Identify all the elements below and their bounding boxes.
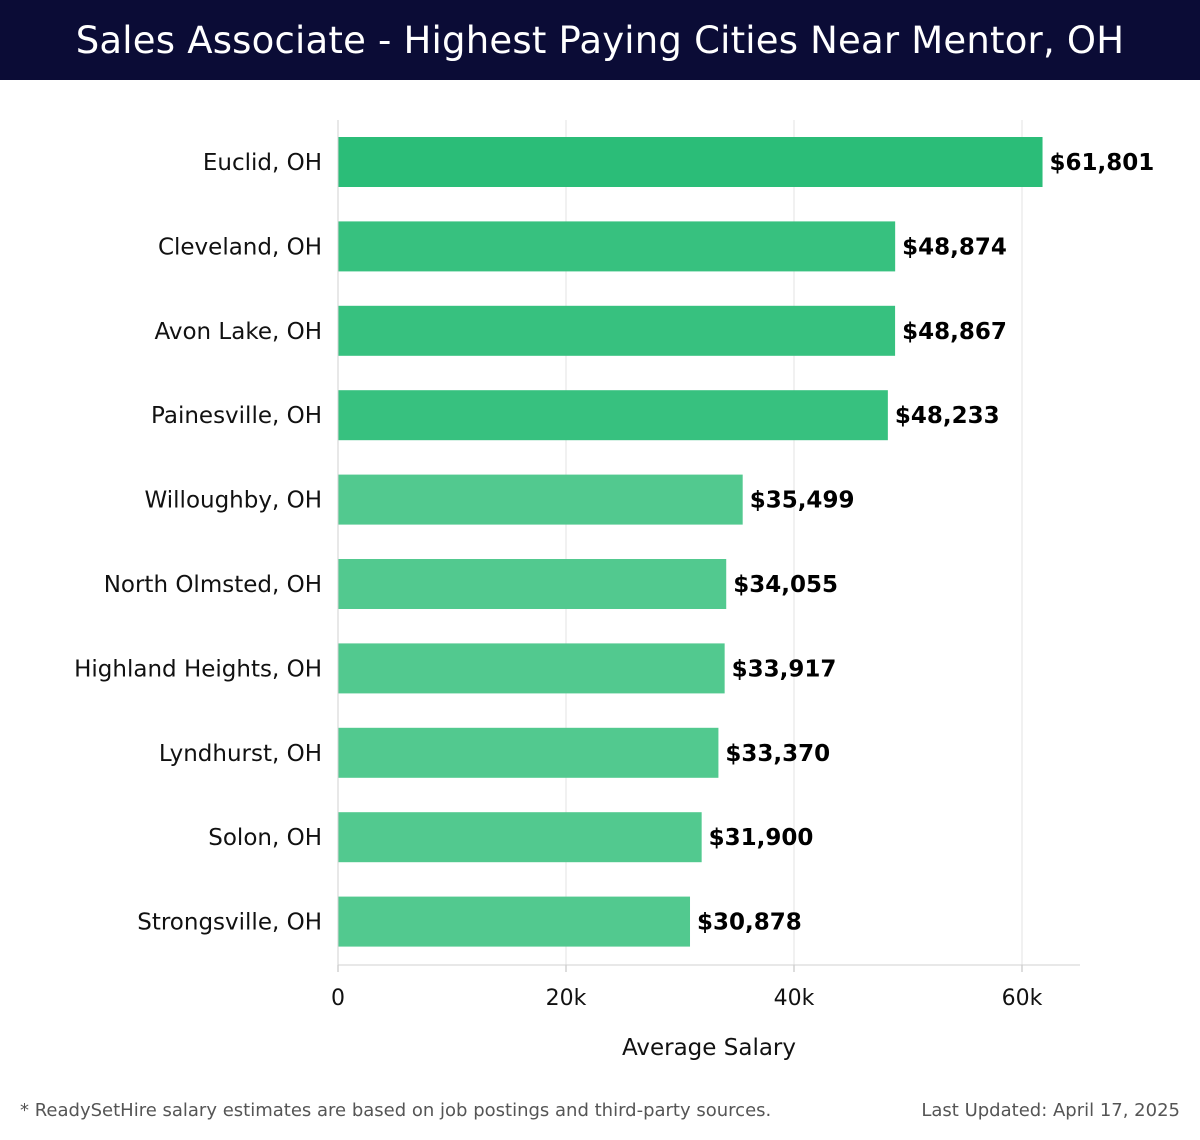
category-label: Euclid, OH	[203, 150, 322, 176]
category-label: North Olmsted, OH	[104, 572, 322, 598]
value-label: $34,055	[733, 572, 838, 598]
bar	[338, 559, 727, 609]
bar	[338, 474, 743, 525]
bar	[338, 643, 725, 694]
x-tick-label: 60k	[1002, 986, 1043, 1011]
value-label: $33,917	[732, 656, 837, 682]
bar	[338, 137, 1043, 187]
last-updated: Last Updated: April 17, 2025	[921, 1100, 1180, 1121]
x-axis-label: Average Salary	[622, 1035, 796, 1061]
category-label: Lyndhurst, OH	[159, 741, 322, 767]
bar	[338, 896, 691, 947]
x-tick-label: 0	[331, 986, 345, 1011]
title-bar: Sales Associate - Highest Paying Cities …	[0, 0, 1200, 80]
chart-title: Sales Associate - Highest Paying Cities …	[75, 18, 1125, 62]
category-label: Avon Lake, OH	[154, 319, 322, 345]
category-label: Solon, OH	[208, 825, 322, 851]
category-label: Painesville, OH	[151, 403, 322, 429]
footnote: * ReadySetHire salary estimates are base…	[20, 1100, 772, 1121]
bar	[338, 221, 896, 272]
bar	[338, 390, 888, 441]
x-tick-label: 20k	[546, 986, 587, 1011]
category-labels: Euclid, OH Cleveland, OH Avon Lake, OH Pain…	[74, 150, 322, 936]
value-label: $48,233	[895, 403, 1000, 429]
bar	[338, 305, 896, 356]
value-label: $30,878	[697, 910, 802, 936]
value-labels: $61,801 $48,874 $48,867 $48,233 $35,499 $34,0…	[697, 150, 1154, 936]
bar-chart: Euclid, OH Cleveland, OH Avon Lake, OH Pain…	[74, 120, 1154, 1061]
x-axis: 0 20k 40k 60k Average Salary	[331, 120, 1080, 1061]
bar	[338, 812, 702, 863]
value-label: $33,370	[725, 741, 830, 767]
value-label: $48,874	[902, 234, 1007, 260]
category-label: Willoughby, OH	[145, 488, 322, 514]
category-label: Highland Heights, OH	[74, 656, 322, 682]
value-label: $48,867	[902, 319, 1007, 345]
value-label: $61,801	[1050, 150, 1155, 176]
bar	[338, 727, 719, 778]
category-label: Cleveland, OH	[158, 234, 322, 260]
value-label: $35,499	[750, 488, 855, 514]
x-tick-label: 40k	[774, 986, 815, 1011]
category-label: Strongsville, OH	[137, 910, 322, 936]
value-label: $31,900	[709, 825, 814, 851]
bars	[338, 137, 1043, 947]
